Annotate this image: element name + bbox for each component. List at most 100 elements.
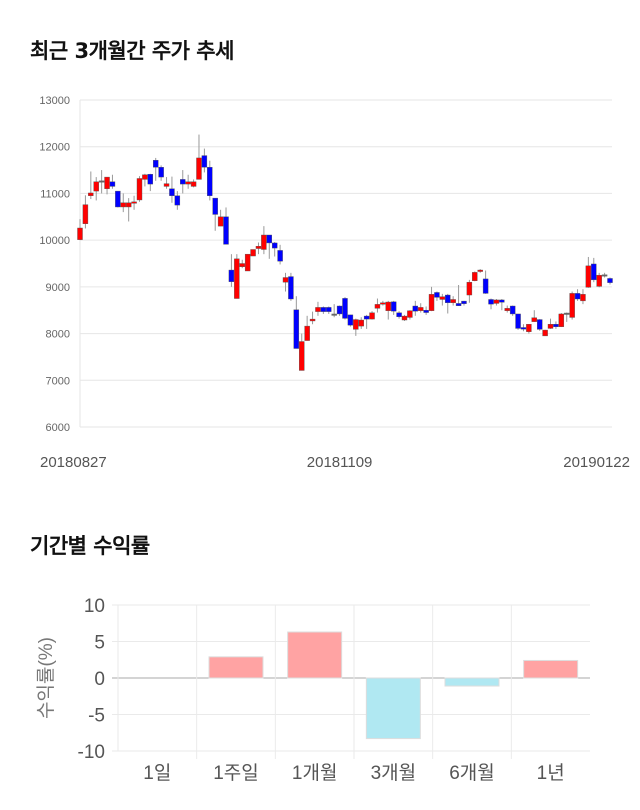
candle-body (163, 183, 170, 187)
candle-body (450, 299, 456, 303)
candle-body (547, 324, 554, 329)
candle-body (536, 319, 543, 330)
x-tick-label: 1주일 (213, 762, 259, 784)
candle-body (88, 192, 94, 196)
candle-body (196, 157, 202, 180)
candle-body (493, 299, 500, 304)
y-tick-label: -10 (78, 742, 105, 763)
candle-body (520, 327, 527, 330)
candle-body (115, 190, 121, 208)
candle-body (439, 296, 446, 300)
candle-body (542, 329, 548, 337)
candle-body (277, 250, 283, 262)
bar (365, 677, 421, 740)
candle-body (390, 301, 397, 312)
candle-body (207, 167, 213, 196)
candle-body (585, 265, 592, 288)
candle-body (461, 300, 467, 304)
candle-body (515, 313, 521, 329)
y-tick-label: -5 (88, 706, 105, 727)
candlestick-chart: 6000 7000 8000 9000 10000 11000 12000 13000 2018… (39, 95, 630, 471)
candle-body (201, 155, 208, 168)
candle-body (342, 298, 348, 319)
candle-body (336, 305, 343, 315)
candle-body (428, 294, 435, 311)
candle-body (255, 246, 262, 249)
bar (444, 677, 500, 687)
y-tick-label: 12000 (39, 142, 70, 154)
candle-body (526, 324, 532, 332)
candle-body (564, 312, 570, 315)
candle-body (169, 188, 175, 196)
candle-body (104, 176, 110, 189)
candle-body (412, 305, 419, 312)
candle-body (455, 303, 462, 306)
y-tick-label: 11000 (40, 188, 70, 200)
bar (287, 631, 343, 679)
candle-body (482, 278, 489, 294)
candle-body (607, 278, 613, 283)
candle-body (299, 341, 305, 371)
candle-body (499, 299, 505, 303)
candle-body (131, 201, 137, 204)
candle-body (304, 325, 310, 341)
candle-body (109, 181, 116, 187)
candle-body (504, 308, 510, 311)
y-tick-label: 13000 (39, 95, 70, 107)
candle-body (158, 167, 164, 178)
candle-body (418, 307, 424, 311)
candle-body (190, 181, 197, 187)
x-tick-label: 20190122 (563, 454, 630, 471)
candle-body (477, 269, 483, 272)
candle-body (569, 293, 575, 318)
candle-body (136, 178, 143, 201)
candle-body (153, 160, 159, 168)
candle-body (331, 313, 337, 316)
y-tick-label: 0 (94, 669, 105, 690)
candle-body (239, 263, 245, 267)
y-tick-label: 7000 (46, 375, 70, 387)
candle-body (358, 319, 364, 327)
candle-body (574, 293, 581, 300)
candle-body (185, 181, 191, 185)
period-return-title: 기간별 수익률 (30, 534, 150, 558)
x-tick-label: 1일 (143, 762, 171, 784)
candle-body (266, 234, 272, 244)
candle-body (217, 216, 224, 227)
candle-body (234, 258, 240, 299)
candle-body (472, 272, 478, 281)
candle-body (326, 307, 332, 312)
bar (523, 659, 579, 679)
candle-body (423, 310, 429, 313)
candle-body (380, 302, 386, 305)
candle-body (363, 315, 370, 320)
candle-body (374, 304, 381, 309)
candle-body (580, 294, 586, 302)
candle-body (434, 292, 440, 298)
candle-body (553, 324, 559, 327)
candle-body (282, 277, 289, 283)
stock-trend-title: 최근 3개월간 주가 추세 (30, 39, 234, 63)
candle-body (93, 181, 99, 192)
candle-body (531, 317, 537, 322)
y-tick-label: 6000 (46, 422, 70, 434)
candle-body (147, 174, 154, 185)
candle-body (244, 253, 251, 272)
candle-body (596, 274, 602, 287)
candle-body (385, 301, 391, 311)
candle-body (320, 307, 327, 312)
candle-body (369, 312, 375, 320)
candle-body (212, 197, 218, 215)
candle-body (125, 202, 132, 208)
candle-body (347, 314, 354, 326)
candle-body (509, 305, 516, 315)
candle-body (601, 274, 608, 277)
candle-body (591, 263, 597, 281)
y-tick-label: 8000 (46, 329, 70, 341)
candle-body (261, 234, 267, 250)
y-tick-label: 10 (84, 596, 105, 617)
candle-body (250, 249, 256, 257)
y-tick-label: 9000 (46, 282, 70, 294)
candle-body (223, 216, 229, 245)
